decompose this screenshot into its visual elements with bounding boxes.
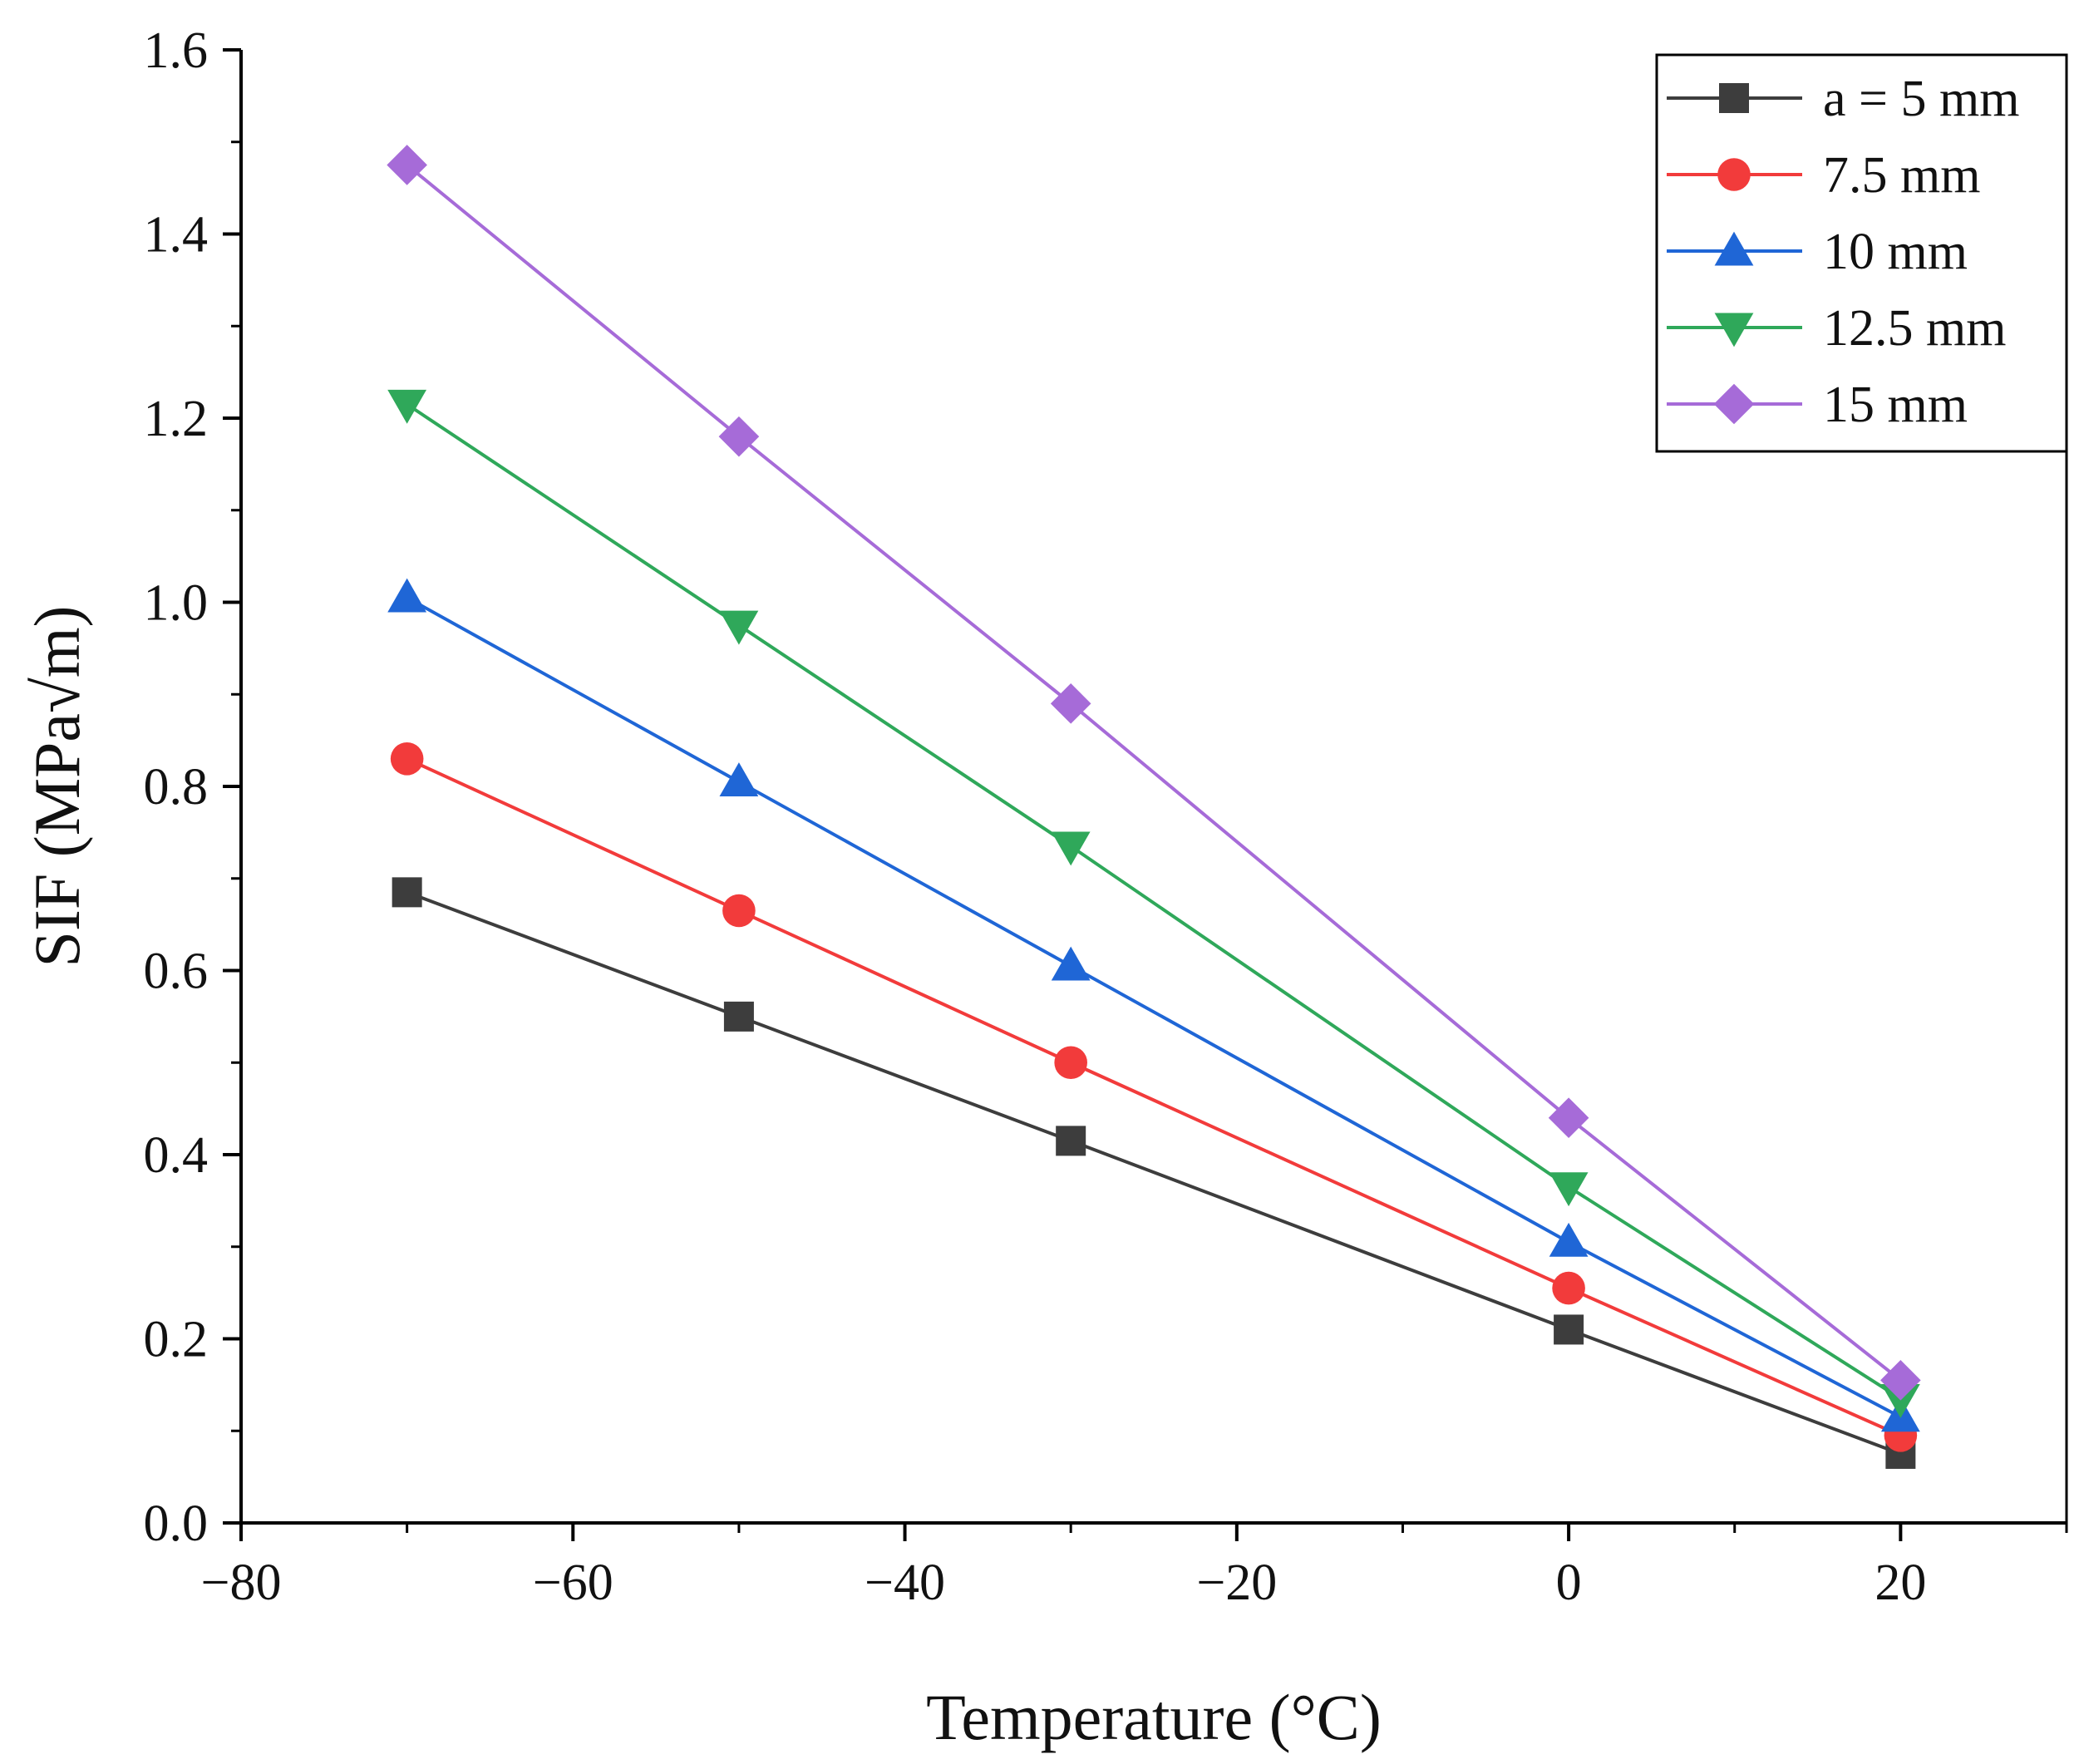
data-point: [1051, 946, 1091, 981]
data-point: [1548, 1097, 1589, 1138]
series-layer: [387, 145, 1921, 1469]
data-point: [1880, 1383, 1920, 1418]
x-tick-label: −60: [533, 1555, 613, 1611]
data-point: [722, 894, 756, 928]
legend-marker: [1714, 313, 1754, 347]
data-point: [1056, 1126, 1086, 1156]
legend: a = 5 mm 7.5 mm 10 mm 12.5 mm 15 mm: [1655, 53, 2068, 453]
y-tick-label: 1.6: [144, 22, 209, 79]
legend-marker: [1717, 158, 1751, 191]
series-line: [406, 596, 1902, 1419]
data-point: [1549, 1222, 1589, 1257]
series-0: [392, 877, 1916, 1469]
data-point: [387, 389, 427, 424]
legend-item: 7.5 mm: [1667, 147, 1980, 204]
legend-label: 15 mm: [1823, 377, 1968, 433]
data-point: [387, 578, 427, 613]
data-point: [1554, 1314, 1584, 1345]
y-tick-label: 1.0: [144, 575, 209, 632]
legend-item: 10 mm: [1667, 224, 1968, 280]
data-point: [719, 610, 759, 645]
x-tick-label: 20: [1875, 1555, 1926, 1611]
data-point: [1050, 683, 1091, 724]
series-line: [406, 756, 1902, 1437]
data-point: [718, 416, 760, 457]
legend-label: 7.5 mm: [1823, 147, 1980, 204]
legend-item: 15 mm: [1667, 377, 1968, 433]
x-tick-label: −40: [865, 1555, 945, 1611]
x-tick-label: −20: [1196, 1555, 1277, 1611]
y-tick-label: 0.8: [144, 759, 209, 815]
data-point: [1054, 1046, 1087, 1080]
data-point: [723, 1001, 754, 1032]
y-tick-label: 1.2: [144, 391, 209, 447]
data-point: [1880, 1360, 1921, 1401]
data-point: [390, 742, 424, 776]
legend-label: a = 5 mm: [1823, 71, 2019, 127]
series-line: [406, 402, 1902, 1401]
legend-label: 10 mm: [1823, 224, 1968, 280]
data-point: [1552, 1271, 1585, 1305]
data-point: [1051, 831, 1091, 866]
series-line: [406, 890, 1902, 1456]
y-tick-label: 0.6: [144, 944, 209, 1000]
y-tick-label: 0.4: [144, 1127, 209, 1184]
y-axis-title: SIF (MPa√m): [21, 605, 93, 967]
series-4: [387, 145, 1921, 1401]
series-3: [387, 389, 1920, 1418]
data-point: [1549, 1172, 1589, 1207]
data-point: [719, 762, 759, 797]
y-tick-label: 0.2: [144, 1312, 209, 1368]
data-point: [387, 145, 427, 185]
series-1: [390, 742, 1918, 1452]
x-tick-label: 0: [1556, 1555, 1582, 1611]
legend-marker: [1713, 383, 1755, 425]
legend-marker: [1714, 231, 1754, 266]
data-point: [392, 877, 422, 908]
legend-marker: [1719, 83, 1749, 113]
legend-item: 12.5 mm: [1667, 300, 2006, 357]
axes: 0.0 0.2 0.4 0.6 0.8 1.0 1.2 1.4 1.6 −80 −60 −40 −20 0…: [144, 22, 2068, 1611]
x-tick-label: −80: [201, 1555, 282, 1611]
series-2: [387, 578, 1920, 1432]
legend-item: a = 5 mm: [1667, 71, 2019, 127]
y-tick-label: 1.4: [144, 207, 209, 264]
y-tick-label: 0.0: [144, 1495, 209, 1552]
x-axis-title: Temperature (°C): [926, 1681, 1382, 1753]
legend-label: 12.5 mm: [1823, 300, 2006, 357]
